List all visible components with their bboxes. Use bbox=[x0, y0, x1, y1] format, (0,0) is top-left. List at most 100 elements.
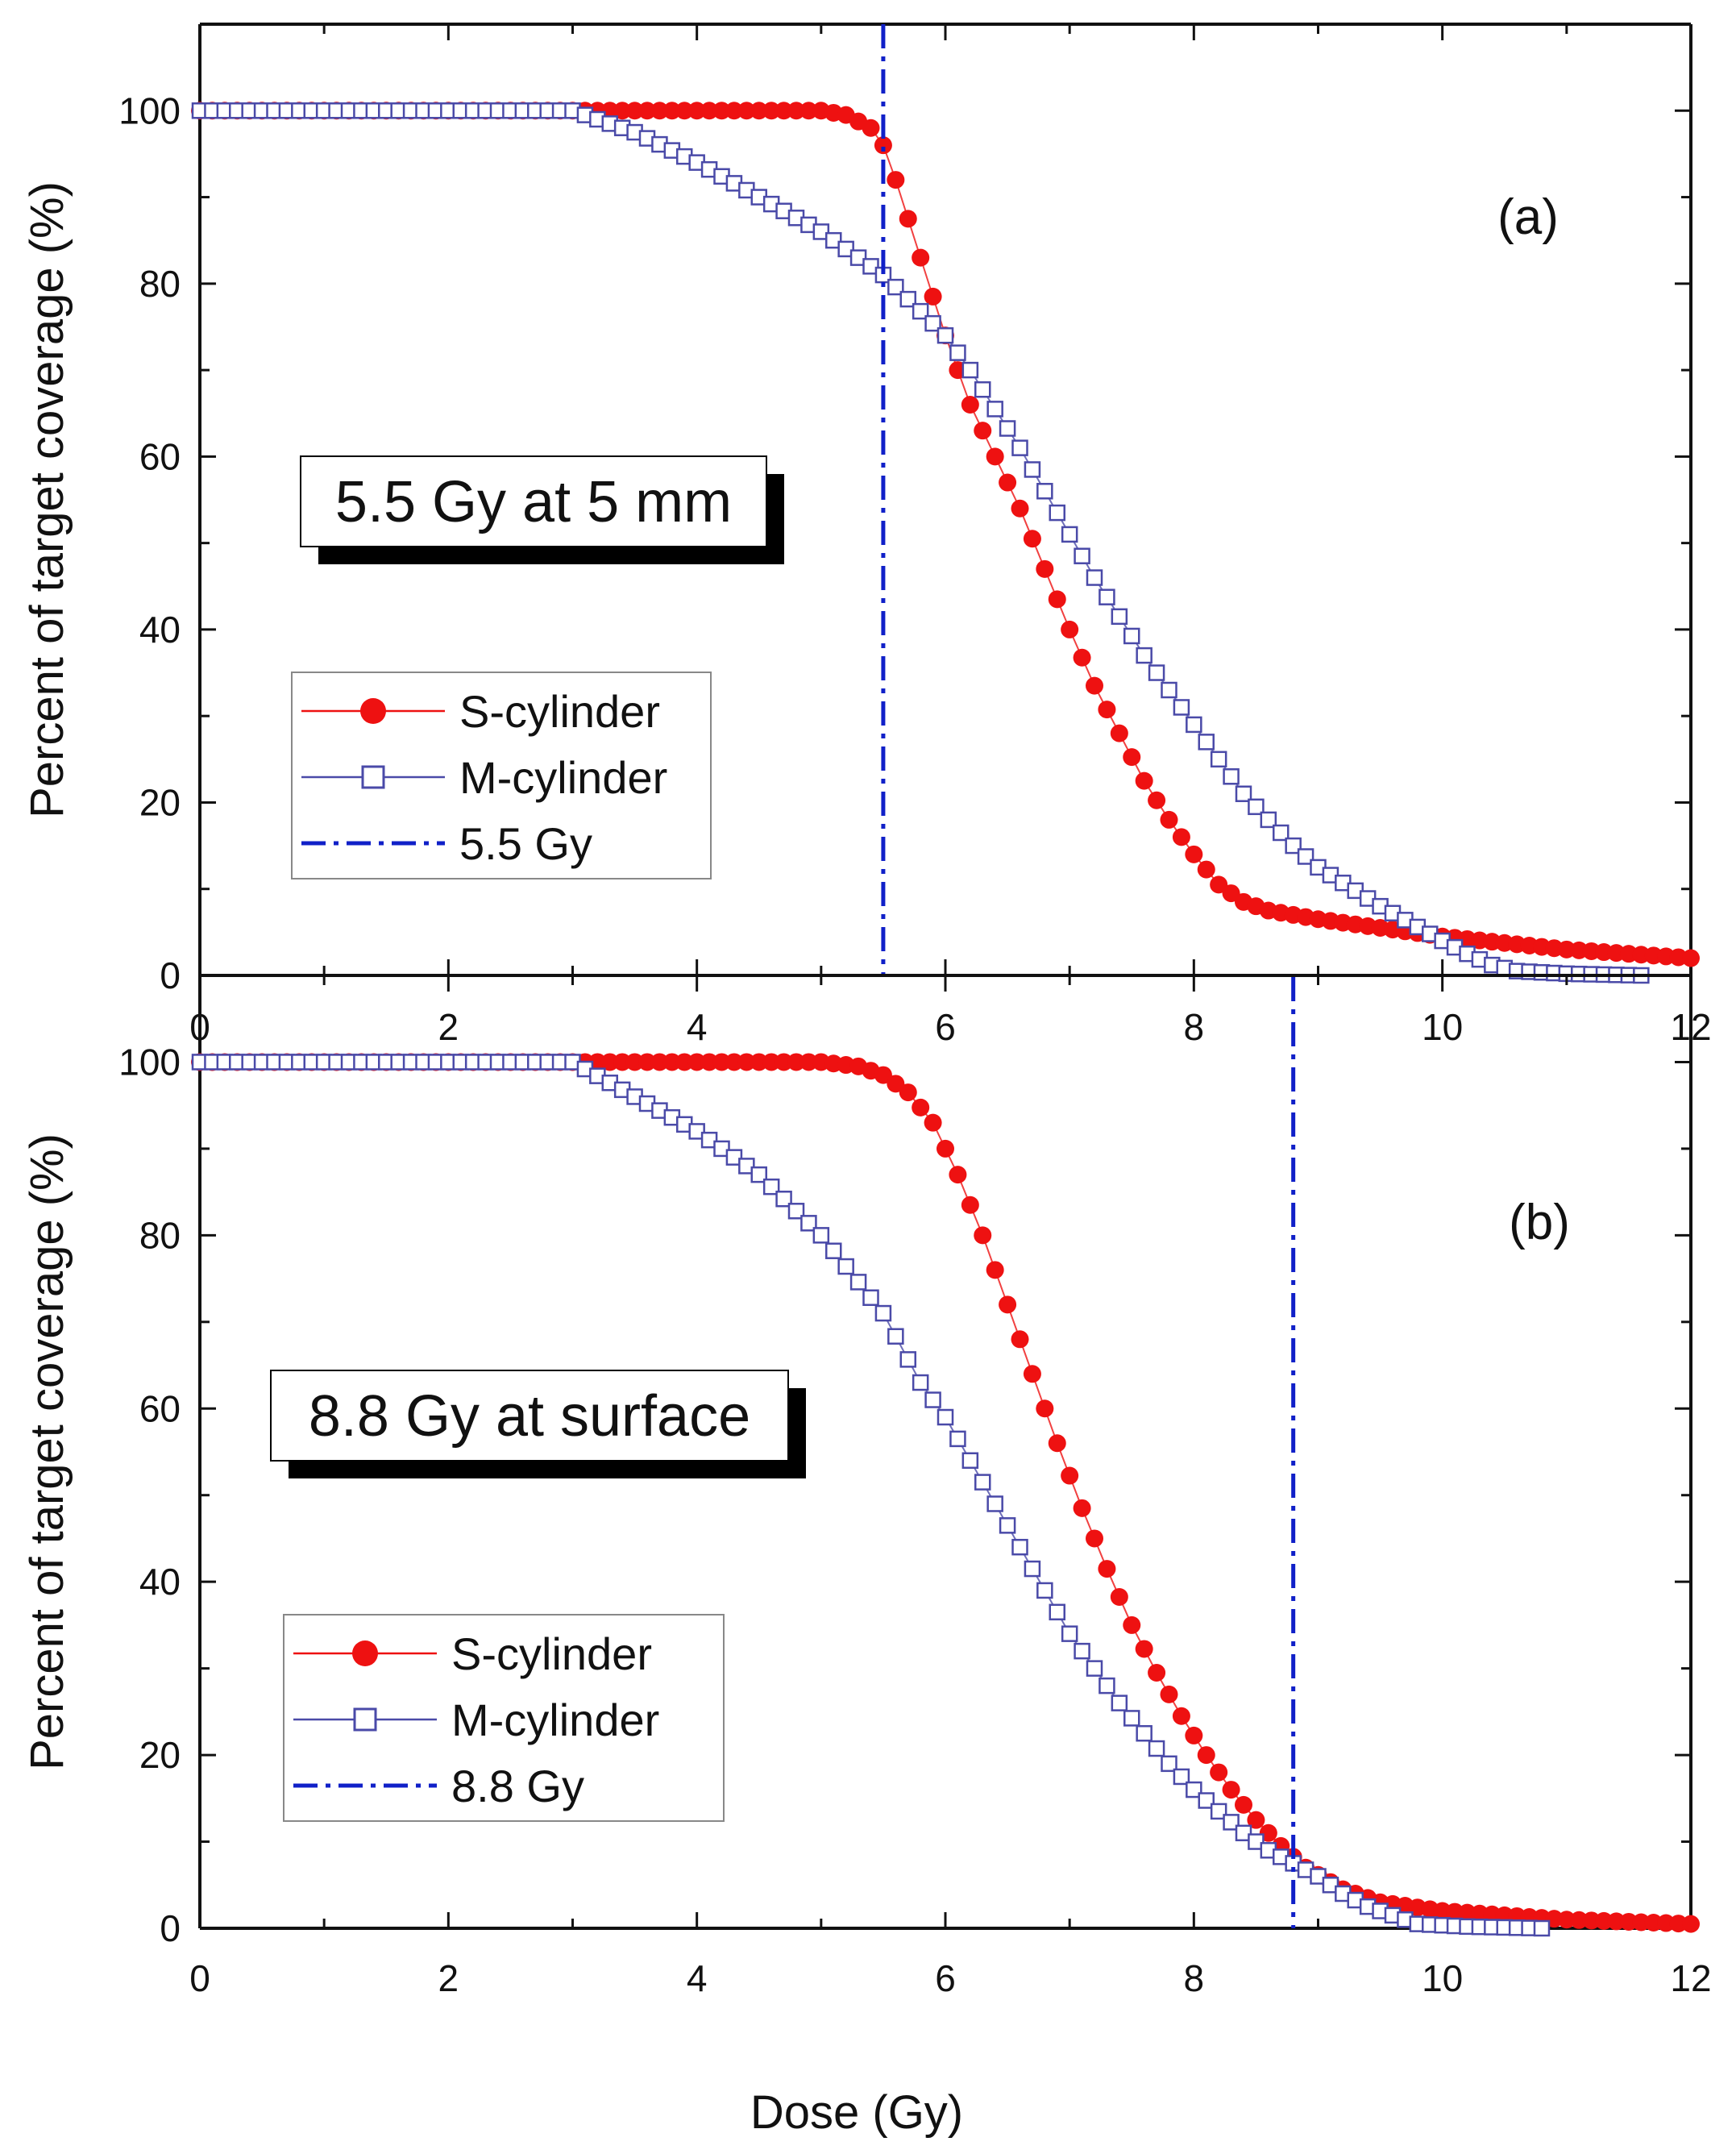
data-point bbox=[874, 1304, 892, 1322]
legend-marker bbox=[361, 765, 385, 789]
data-point bbox=[1148, 1740, 1165, 1757]
data-point bbox=[1011, 1330, 1029, 1349]
data-point bbox=[1023, 1365, 1041, 1383]
legend-entry-s-cylinder: S-cylinder bbox=[293, 1628, 652, 1679]
data-point bbox=[1086, 1660, 1103, 1677]
legend-entry-s-cylinder: S-cylinder bbox=[301, 686, 660, 737]
data-point bbox=[613, 102, 632, 120]
data-point bbox=[1098, 588, 1115, 605]
data-point bbox=[874, 136, 892, 155]
y-axis-title: Percent of target coverage (%) bbox=[21, 1133, 73, 1770]
legend: S-cylinder M-cylinder 8.8 Gy bbox=[283, 1614, 725, 1822]
callout: 8.8 Gy at surface bbox=[270, 1370, 806, 1478]
data-point bbox=[1161, 1755, 1177, 1773]
data-point bbox=[937, 1408, 954, 1426]
data-point bbox=[737, 1053, 756, 1071]
data-point bbox=[1632, 1913, 1651, 1932]
data-point bbox=[1197, 860, 1215, 879]
data-point bbox=[762, 1053, 781, 1071]
data-point bbox=[986, 447, 1004, 466]
data-point bbox=[1248, 1833, 1265, 1850]
data-point bbox=[912, 1098, 930, 1117]
y-axis-title: Percent of target coverage (%) bbox=[21, 181, 73, 818]
data-point bbox=[949, 1166, 967, 1184]
data-point bbox=[961, 396, 979, 414]
x-tick-label: 2 bbox=[438, 1006, 459, 1048]
data-point bbox=[1210, 1803, 1227, 1820]
data-point bbox=[712, 102, 731, 120]
y-tick-label: 80 bbox=[139, 1214, 181, 1256]
data-point bbox=[1533, 1919, 1551, 1937]
data-point bbox=[1110, 1587, 1128, 1606]
y-tick-label: 40 bbox=[139, 609, 181, 651]
data-point bbox=[762, 1178, 780, 1196]
data-point bbox=[974, 1226, 992, 1245]
x-tick-label: 4 bbox=[687, 1006, 708, 1048]
data-point bbox=[1223, 1814, 1240, 1831]
data-point bbox=[625, 1053, 644, 1071]
panel-label: (a) bbox=[1497, 189, 1559, 245]
legend-marker bbox=[360, 698, 386, 724]
data-point bbox=[787, 102, 805, 120]
x-tick-label: 6 bbox=[935, 1006, 956, 1048]
data-point bbox=[1185, 845, 1203, 863]
data-point bbox=[662, 1053, 681, 1071]
data-point bbox=[961, 1452, 979, 1469]
data-point bbox=[912, 1374, 929, 1391]
data-point bbox=[725, 1149, 743, 1166]
data-point bbox=[1123, 748, 1141, 767]
callout: 5.5 Gy at 5 mm bbox=[300, 455, 784, 564]
data-point bbox=[762, 102, 781, 120]
data-point bbox=[974, 380, 991, 398]
data-point bbox=[1644, 1914, 1663, 1932]
data-point bbox=[1024, 461, 1041, 478]
data-point bbox=[1173, 699, 1190, 716]
data-point bbox=[1061, 1625, 1078, 1642]
data-point bbox=[1285, 837, 1302, 855]
y-tick-label: 20 bbox=[139, 1734, 181, 1776]
data-point bbox=[986, 401, 1003, 418]
data-point bbox=[675, 102, 694, 120]
x-tick-label: 8 bbox=[1184, 1957, 1205, 1999]
data-point bbox=[812, 1227, 830, 1244]
data-point bbox=[1210, 751, 1227, 768]
data-point bbox=[1111, 608, 1128, 626]
legend: S-cylinder M-cylinder 5.5 Gy bbox=[291, 672, 712, 879]
data-point bbox=[1110, 724, 1128, 742]
data-point bbox=[787, 1203, 805, 1220]
x-tick-label: 0 bbox=[189, 1957, 210, 1999]
data-point bbox=[1148, 1664, 1166, 1682]
data-point bbox=[1160, 1685, 1178, 1703]
data-point bbox=[1260, 811, 1277, 829]
data-point bbox=[1570, 1911, 1589, 1929]
data-point bbox=[1036, 559, 1054, 578]
data-point bbox=[1297, 848, 1314, 865]
data-point bbox=[1248, 798, 1265, 816]
data-point bbox=[799, 102, 818, 120]
data-point bbox=[1595, 1911, 1613, 1930]
y-tick-label: 40 bbox=[139, 1561, 181, 1603]
data-point bbox=[1061, 526, 1078, 543]
data-point bbox=[961, 361, 979, 379]
data-point bbox=[1223, 768, 1240, 785]
data-point bbox=[700, 102, 719, 120]
data-point bbox=[924, 1391, 941, 1408]
x-tick-label: 10 bbox=[1422, 1957, 1463, 1999]
callout-box bbox=[300, 455, 767, 547]
data-point bbox=[1148, 664, 1165, 681]
data-point bbox=[725, 1053, 743, 1071]
data-point bbox=[775, 1053, 793, 1071]
data-point bbox=[999, 1517, 1016, 1534]
data-point bbox=[800, 1215, 817, 1232]
data-point bbox=[1036, 1399, 1054, 1418]
data-point bbox=[725, 102, 743, 120]
data-point bbox=[775, 1190, 792, 1208]
data-point bbox=[1682, 1915, 1700, 1933]
data-point bbox=[1036, 483, 1053, 500]
data-point bbox=[825, 1242, 842, 1259]
data-point bbox=[1582, 1911, 1601, 1930]
data-point bbox=[837, 240, 854, 258]
data-point bbox=[662, 102, 681, 120]
legend-entry-reference: 8.8 Gy bbox=[293, 1761, 584, 1811]
y-tick-label: 100 bbox=[118, 89, 181, 131]
